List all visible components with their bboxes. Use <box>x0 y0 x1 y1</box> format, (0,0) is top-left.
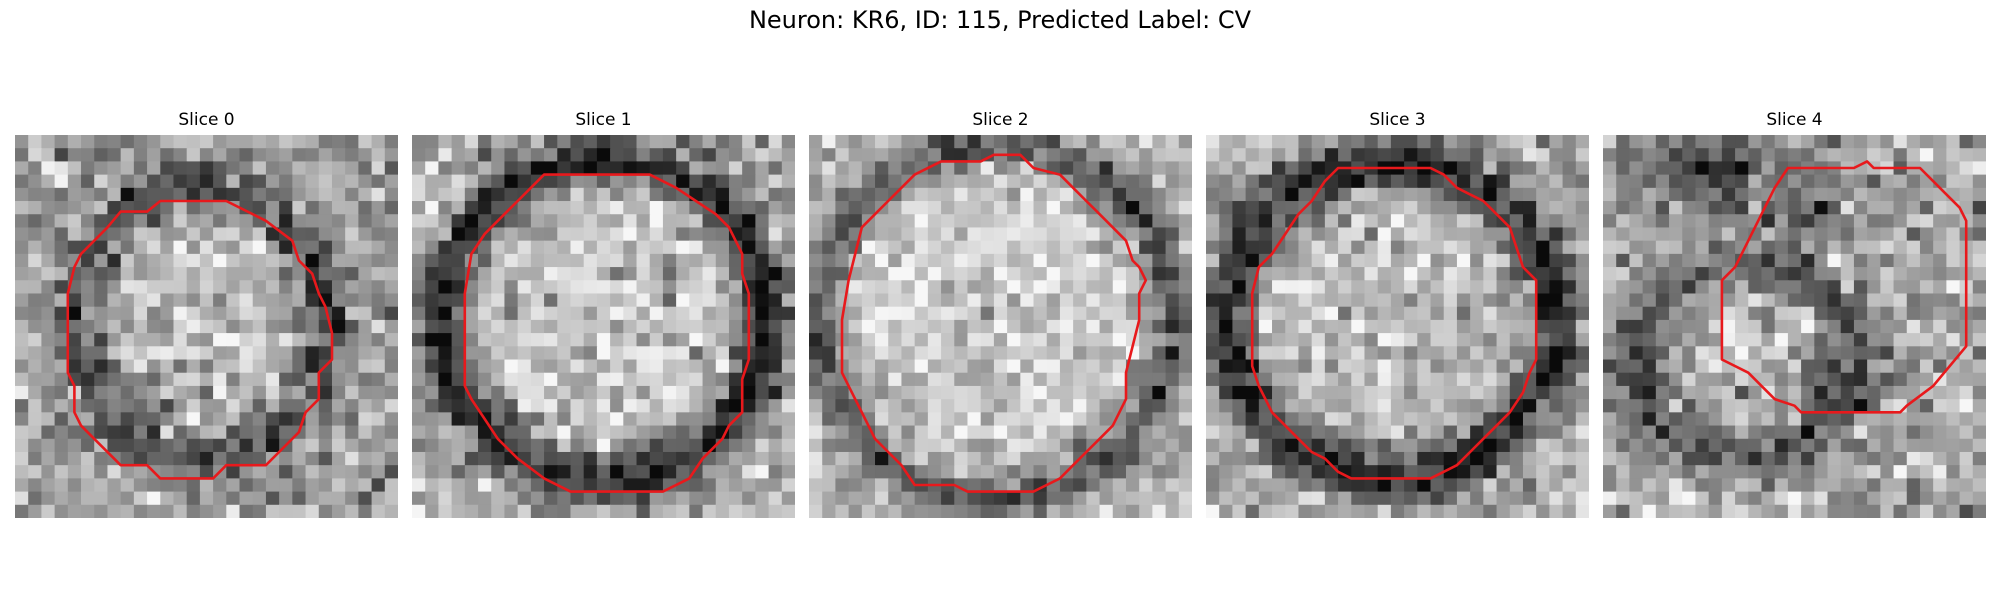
slice-title-1: Slice 1 <box>412 110 795 130</box>
slice-pixels-2 <box>809 135 1192 518</box>
slice-pixels-4 <box>1603 135 1986 518</box>
slice-pixels-3 <box>1206 135 1589 518</box>
slice-panel-1: Slice 1 <box>412 0 795 600</box>
slice-panel-2: Slice 2 <box>809 0 1192 600</box>
slice-pixels-1 <box>412 135 795 518</box>
slice-image-4 <box>1603 135 1986 518</box>
slice-title-3: Slice 3 <box>1206 110 1589 130</box>
slice-title-2: Slice 2 <box>809 110 1192 130</box>
slice-panel-3: Slice 3 <box>1206 0 1589 600</box>
slice-title-4: Slice 4 <box>1603 110 1986 130</box>
slice-panel-4: Slice 4 <box>1603 0 1986 600</box>
slice-image-1 <box>412 135 795 518</box>
slice-image-3 <box>1206 135 1589 518</box>
slice-pixels-0 <box>15 135 398 518</box>
slice-panel-0: Slice 0 <box>15 0 398 600</box>
slice-title-0: Slice 0 <box>15 110 398 130</box>
slice-image-2 <box>809 135 1192 518</box>
slice-image-0 <box>15 135 398 518</box>
